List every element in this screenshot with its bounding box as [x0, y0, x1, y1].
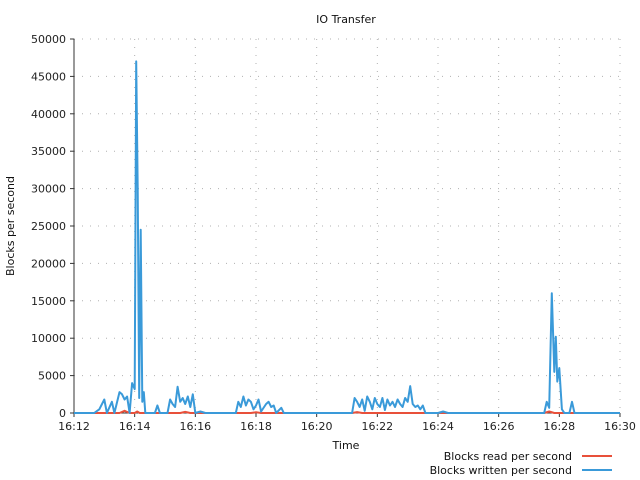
y-tick-label-9: 45000	[31, 70, 66, 83]
y-tick-labels: 0 5000 10000 15000 20000 25000 30000 35000 40000…	[31, 33, 66, 420]
x-tick-label-0: 16:12	[58, 420, 90, 433]
x-tick-label-9: 16:30	[604, 420, 636, 433]
x-tick-labels: 16:12 16:14 16:16 16:18 16:20 16:22 16:24 16:26…	[58, 420, 636, 433]
series-line-blocks-written	[74, 60, 620, 414]
x-tick-label-6: 16:24	[422, 420, 454, 433]
y-tick-label-6: 30000	[31, 183, 66, 196]
x-tick-label-1: 16:14	[119, 420, 151, 433]
series-lines	[74, 60, 620, 414]
y-axis-label: Blocks per second	[4, 176, 17, 276]
y-tick-label-8: 40000	[31, 108, 66, 121]
chart-title: IO Transfer	[316, 13, 376, 26]
x-tick-label-8: 16:28	[543, 420, 575, 433]
y-tick-label-3: 15000	[31, 295, 66, 308]
y-tick-label-5: 25000	[31, 220, 66, 233]
x-axis-label: Time	[332, 439, 360, 452]
y-tick-label-10: 50000	[31, 33, 66, 46]
x-tick-label-5: 16:22	[361, 420, 393, 433]
x-tick-label-2: 16:16	[179, 420, 211, 433]
y-tick-label-2: 10000	[31, 332, 66, 345]
y-tick-label-4: 20000	[31, 257, 66, 270]
y-tick-label-7: 35000	[31, 145, 66, 158]
x-tick-label-4: 16:20	[301, 420, 333, 433]
y-tick-label-1: 5000	[38, 370, 66, 383]
legend-label-1: Blocks written per second	[430, 464, 572, 477]
axes	[70, 38, 621, 417]
x-tick-label-3: 16:18	[240, 420, 272, 433]
legend-label-0: Blocks read per second	[444, 450, 572, 463]
y-tick-label-0: 0	[59, 407, 66, 420]
grid	[74, 38, 621, 413]
x-tick-label-7: 16:26	[483, 420, 515, 433]
